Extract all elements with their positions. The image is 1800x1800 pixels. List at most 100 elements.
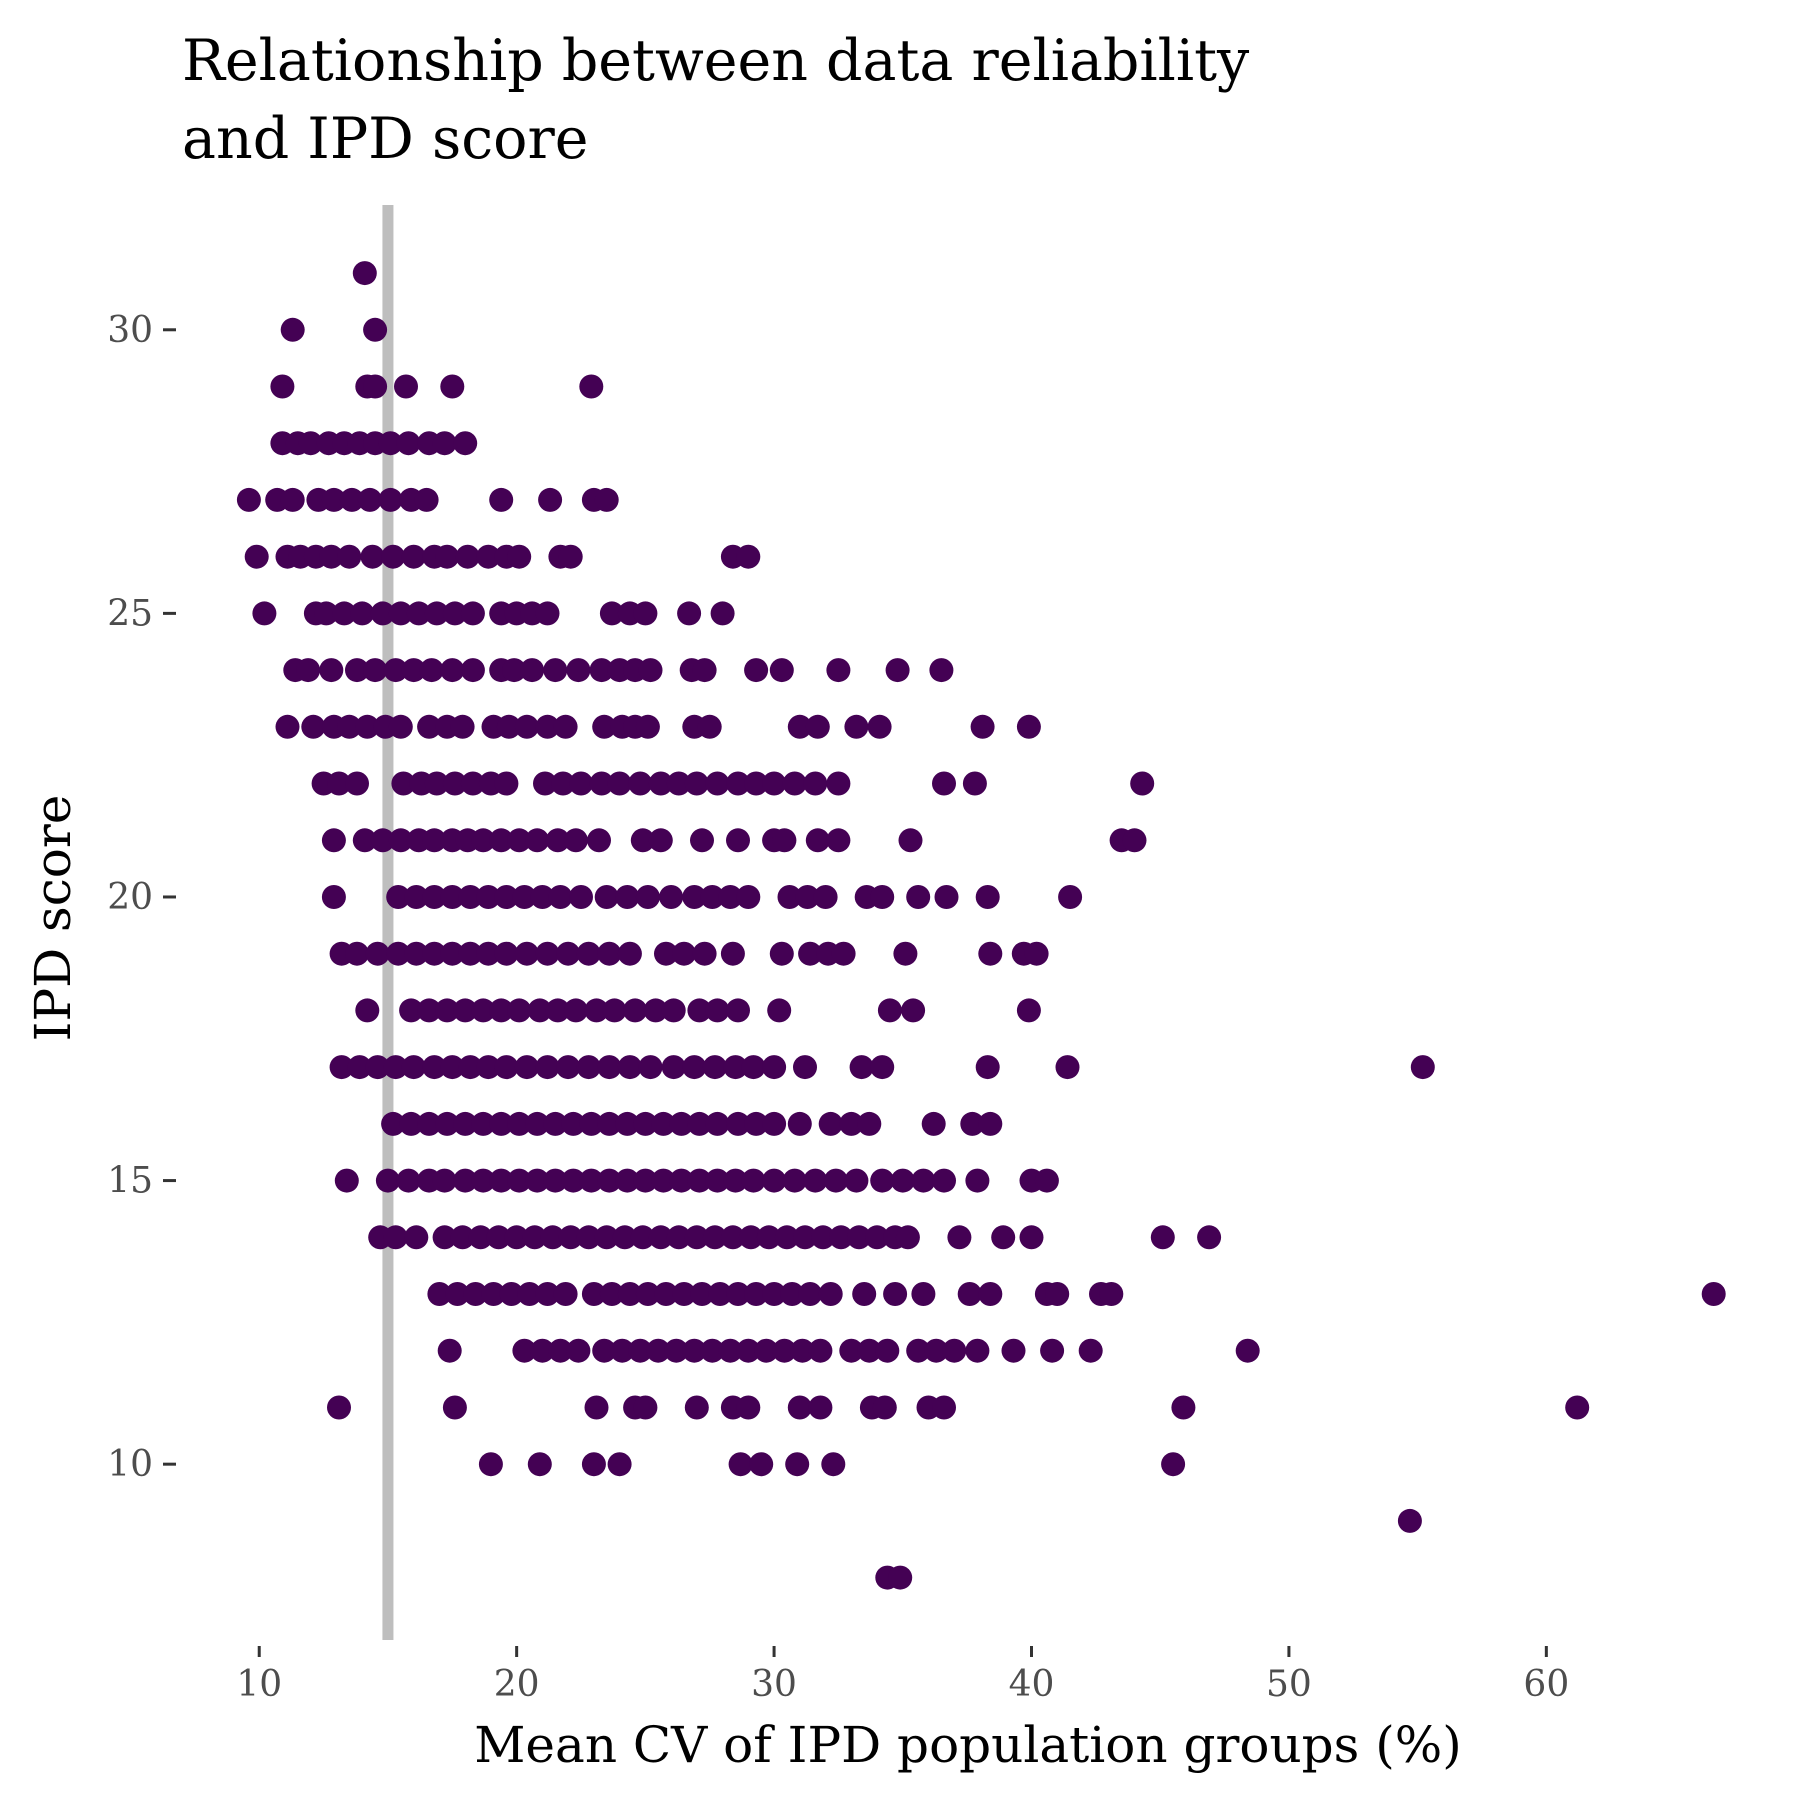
x-tick-label: 30 bbox=[751, 1664, 797, 1705]
data-point bbox=[252, 601, 277, 626]
data-point bbox=[754, 1338, 779, 1363]
data-point bbox=[334, 1168, 359, 1193]
data-point bbox=[530, 1338, 555, 1363]
data-point bbox=[762, 1111, 787, 1136]
data-point bbox=[857, 1338, 882, 1363]
data-point bbox=[1001, 1338, 1026, 1363]
data-point bbox=[489, 1168, 514, 1193]
data-point bbox=[327, 771, 351, 796]
data-point bbox=[525, 828, 550, 853]
data-point bbox=[280, 487, 305, 512]
data-point bbox=[471, 1168, 496, 1193]
data-point bbox=[440, 658, 465, 683]
data-point bbox=[566, 1338, 591, 1363]
data-point bbox=[682, 1338, 707, 1363]
data-point bbox=[543, 1168, 568, 1193]
data-point bbox=[777, 885, 802, 909]
y-tick-label: 25 bbox=[107, 593, 153, 634]
data-point bbox=[352, 261, 377, 286]
data-point bbox=[561, 1111, 586, 1136]
data-point bbox=[1701, 1282, 1726, 1306]
data-point bbox=[507, 998, 532, 1023]
data-point bbox=[579, 374, 604, 399]
data-point bbox=[793, 1225, 817, 1250]
data-point bbox=[517, 1282, 542, 1306]
data-point bbox=[460, 771, 485, 796]
data-point bbox=[687, 1168, 712, 1193]
data-point bbox=[793, 1055, 817, 1080]
data-point bbox=[350, 601, 375, 626]
data-point bbox=[677, 601, 702, 626]
data-point bbox=[651, 1168, 676, 1193]
data-point bbox=[962, 771, 987, 796]
data-point bbox=[780, 1282, 805, 1306]
data-point bbox=[504, 1225, 529, 1250]
data-point bbox=[718, 885, 743, 909]
data-point bbox=[584, 1395, 609, 1420]
data-point bbox=[535, 601, 560, 626]
data-point bbox=[883, 1282, 908, 1306]
data-point bbox=[847, 1225, 871, 1250]
data-point bbox=[684, 1225, 709, 1250]
data-point bbox=[337, 544, 362, 569]
data-point bbox=[723, 1055, 748, 1080]
data-point bbox=[394, 374, 418, 399]
data-point bbox=[414, 487, 439, 512]
data-point bbox=[1058, 885, 1083, 909]
data-point bbox=[1034, 1168, 1059, 1193]
data-point bbox=[970, 714, 995, 739]
data-point bbox=[1055, 1055, 1080, 1080]
data-point bbox=[805, 714, 830, 739]
data-point bbox=[736, 885, 761, 909]
data-point bbox=[687, 998, 712, 1023]
data-point bbox=[702, 1055, 727, 1080]
data-points-layer bbox=[236, 261, 1726, 1590]
data-point bbox=[360, 544, 385, 569]
data-point bbox=[450, 1225, 475, 1250]
data-point bbox=[558, 1225, 583, 1250]
data-point bbox=[404, 1225, 429, 1250]
data-point bbox=[592, 714, 617, 739]
data-point bbox=[332, 601, 357, 626]
data-point bbox=[553, 714, 578, 739]
data-point bbox=[865, 1225, 889, 1250]
data-point bbox=[687, 1111, 712, 1136]
data-point bbox=[453, 998, 478, 1023]
data-point bbox=[705, 1111, 730, 1136]
data-point bbox=[790, 1338, 815, 1363]
data-point bbox=[442, 601, 467, 626]
data-point bbox=[720, 1225, 745, 1250]
data-point bbox=[633, 601, 658, 626]
data-point bbox=[1235, 1338, 1260, 1363]
data-point bbox=[664, 1338, 689, 1363]
data-point bbox=[975, 885, 1000, 909]
data-point bbox=[635, 1282, 660, 1306]
data-point bbox=[496, 714, 521, 739]
data-point bbox=[476, 941, 501, 966]
data-point bbox=[932, 1395, 956, 1420]
data-point bbox=[545, 998, 570, 1023]
data-point bbox=[563, 998, 588, 1023]
data-point bbox=[852, 1282, 877, 1306]
data-point bbox=[893, 941, 918, 966]
data-point bbox=[885, 658, 910, 683]
data-point bbox=[831, 941, 856, 966]
data-point bbox=[460, 658, 485, 683]
data-point bbox=[363, 374, 388, 399]
data-point bbox=[543, 1111, 568, 1136]
data-point bbox=[826, 828, 851, 853]
data-point bbox=[345, 941, 369, 966]
data-point bbox=[357, 487, 382, 512]
data-point bbox=[1410, 1055, 1435, 1080]
data-point bbox=[942, 1338, 967, 1363]
data-point bbox=[610, 1338, 635, 1363]
data-point bbox=[391, 771, 416, 796]
data-point bbox=[455, 544, 480, 569]
data-point bbox=[615, 1168, 640, 1193]
data-point bbox=[453, 431, 478, 456]
data-point bbox=[744, 1282, 769, 1306]
data-point bbox=[839, 1111, 864, 1136]
data-point bbox=[383, 1055, 408, 1080]
data-point bbox=[468, 1225, 493, 1250]
data-point bbox=[471, 828, 496, 853]
